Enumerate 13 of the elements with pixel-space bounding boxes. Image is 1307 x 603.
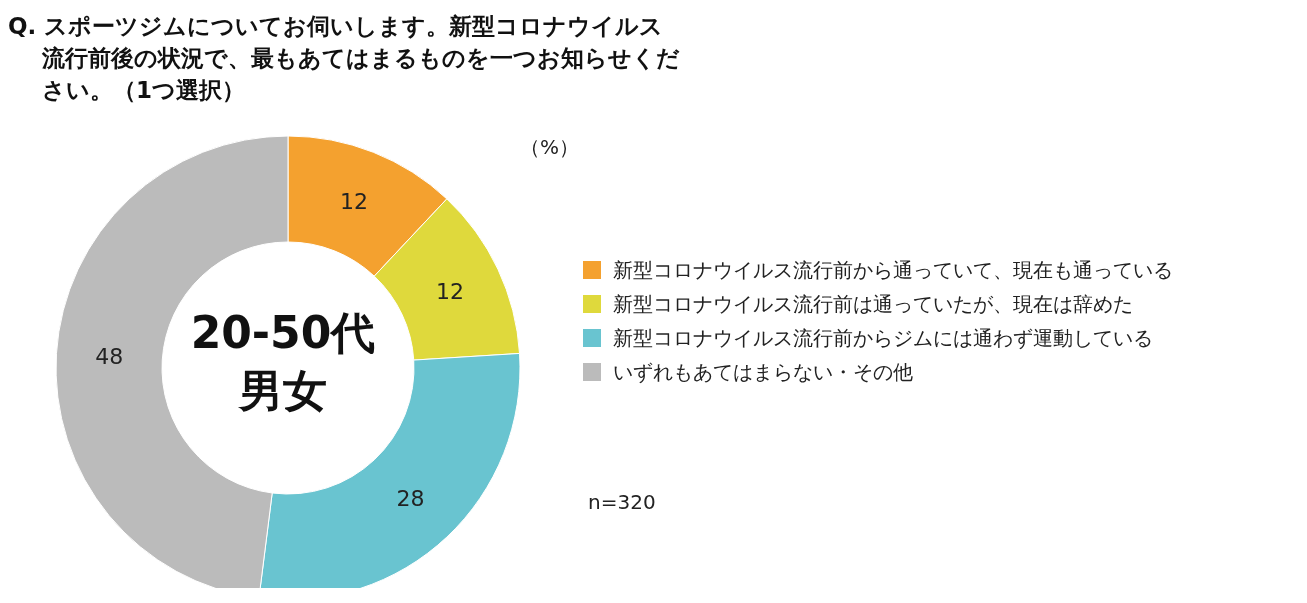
text: 男女 [237, 364, 328, 418]
text: 20-50代 [189, 306, 377, 360]
data-label: 48 [95, 344, 124, 370]
legend-label: 新型コロナウイルス流行前から通っていて、現在も通っている [613, 256, 1173, 284]
chart-title: Q. スポーツジムについてお伺いします。新型コロナウイルス流行前後の状況で、最もあてはまるものを一つお知らせください。（1つ選択） [8, 12, 681, 105]
text: n=320 [588, 490, 656, 514]
data-label: 12 [435, 279, 464, 305]
legend-label: 新型コロナウイルス流行前は通っていたが、現在は辞めた [613, 290, 1133, 318]
legend-label: 新型コロナウイルス流行前からジムには通わず運動している [613, 324, 1153, 352]
legend-label: いずれもあてはまらない・その他 [613, 358, 913, 386]
data-label: 12 [339, 189, 368, 215]
data-label: 28 [396, 485, 425, 511]
text: （%） [520, 134, 580, 161]
